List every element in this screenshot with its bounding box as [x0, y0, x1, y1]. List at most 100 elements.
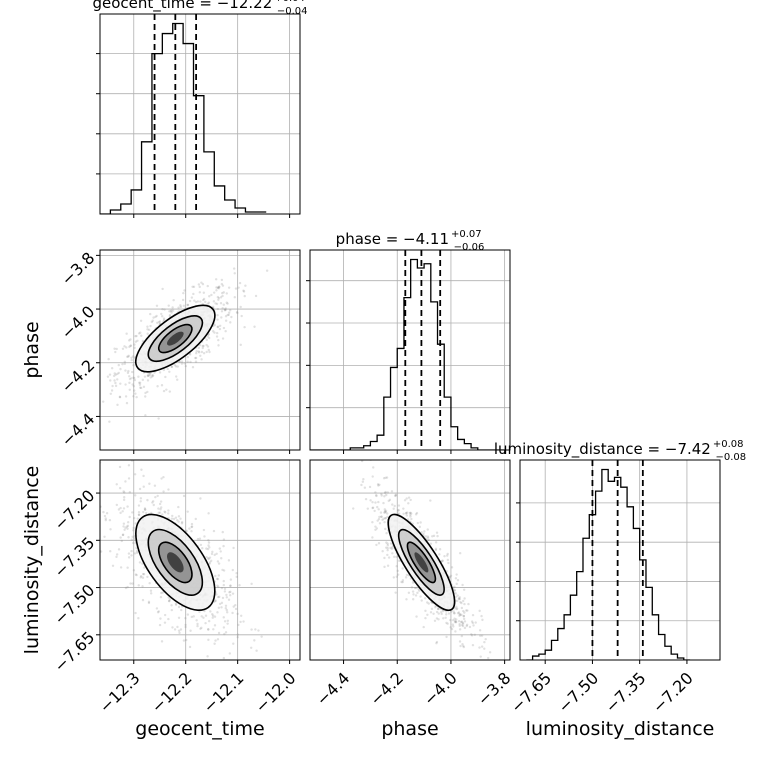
gridlines — [100, 250, 300, 450]
sample-point — [453, 617, 456, 620]
sample-point — [218, 327, 222, 331]
panel-frame — [309, 459, 511, 661]
sample-point — [121, 533, 125, 537]
sample-point — [218, 285, 221, 289]
sample-point — [227, 559, 231, 562]
sample-point — [409, 511, 412, 514]
sample-point — [453, 620, 457, 624]
sample-point — [141, 585, 144, 588]
sample-point — [133, 378, 137, 382]
sample-point — [383, 509, 387, 513]
sample-point — [139, 331, 142, 334]
sample-point — [217, 631, 221, 635]
sample-point — [126, 585, 129, 589]
sample-point — [375, 527, 379, 530]
sample-point — [402, 507, 405, 510]
sample-point — [190, 529, 193, 533]
sample-point — [387, 499, 390, 503]
sample-point — [132, 364, 135, 367]
sample-point — [78, 533, 80, 535]
sample-point — [445, 554, 449, 557]
sample-point — [452, 618, 455, 622]
sample-point — [447, 561, 450, 565]
sample-point — [218, 547, 222, 550]
sample-point — [207, 544, 210, 547]
sample-point — [458, 551, 462, 555]
sample-point — [129, 582, 132, 585]
sample-point — [383, 511, 387, 514]
sample-point — [225, 608, 229, 612]
sample-point — [380, 494, 383, 497]
sample-point — [434, 541, 438, 544]
sample-point — [231, 611, 234, 615]
sample-point — [133, 343, 136, 346]
sample-point — [157, 507, 160, 510]
sample-point — [380, 515, 383, 518]
sample-point — [200, 626, 203, 630]
sample-point — [208, 350, 211, 354]
sample-point — [163, 308, 166, 311]
sample-point — [164, 511, 167, 514]
sample-point — [375, 494, 378, 498]
sample-point — [223, 587, 227, 591]
sample-point — [111, 564, 115, 567]
sample-point — [132, 526, 135, 530]
sample-point — [197, 351, 201, 354]
sample-point — [216, 611, 219, 614]
sample-point — [126, 505, 129, 508]
sample-point — [128, 345, 131, 349]
x-tick-label: −12.1 — [199, 668, 247, 716]
sample-point — [105, 512, 109, 515]
sample-point — [458, 597, 461, 601]
sample-point — [104, 518, 107, 522]
sample-point — [414, 513, 418, 516]
sample-point — [221, 284, 225, 287]
sample-point — [135, 395, 138, 399]
sample-point — [432, 612, 435, 616]
sample-point — [194, 360, 198, 363]
sample-point — [149, 312, 152, 316]
sample-point — [376, 483, 380, 486]
sample-point — [231, 568, 235, 572]
sample-point — [221, 291, 224, 295]
sample-point — [218, 595, 221, 599]
x-tick-label: −12.2 — [148, 668, 196, 716]
sample-point — [137, 513, 141, 517]
sample-point — [199, 627, 202, 630]
sample-point — [435, 610, 439, 614]
sample-point — [167, 512, 170, 515]
panel-frame — [99, 13, 301, 215]
sample-point — [122, 525, 125, 528]
sample-point — [190, 525, 194, 528]
sample-point — [210, 552, 214, 556]
sample-point — [239, 343, 242, 347]
sample-point — [118, 395, 122, 399]
sample-point — [186, 303, 190, 307]
sample-point — [183, 289, 186, 292]
sample-point — [397, 559, 401, 563]
sample-point — [123, 345, 126, 348]
sample-point — [232, 546, 235, 550]
sample-point — [121, 533, 125, 536]
sample-point — [454, 621, 458, 624]
sample-point — [137, 584, 140, 587]
sample-point — [455, 605, 458, 609]
sample-point — [222, 538, 226, 541]
sample-point — [162, 389, 166, 393]
sample-point — [116, 403, 119, 407]
sample-point — [229, 590, 232, 594]
sample-point — [179, 517, 182, 520]
x-tick-label: −7.35 — [601, 668, 649, 716]
sample-point — [116, 372, 119, 376]
sample-point — [204, 621, 207, 625]
sample-point — [470, 620, 474, 623]
sample-point — [483, 647, 486, 650]
sample-point — [154, 495, 157, 499]
sample-point — [384, 516, 388, 520]
gridlines — [310, 250, 510, 450]
sample-point — [416, 521, 420, 525]
sample-point — [137, 513, 141, 517]
sample-point — [457, 597, 461, 600]
sample-point — [202, 297, 206, 301]
